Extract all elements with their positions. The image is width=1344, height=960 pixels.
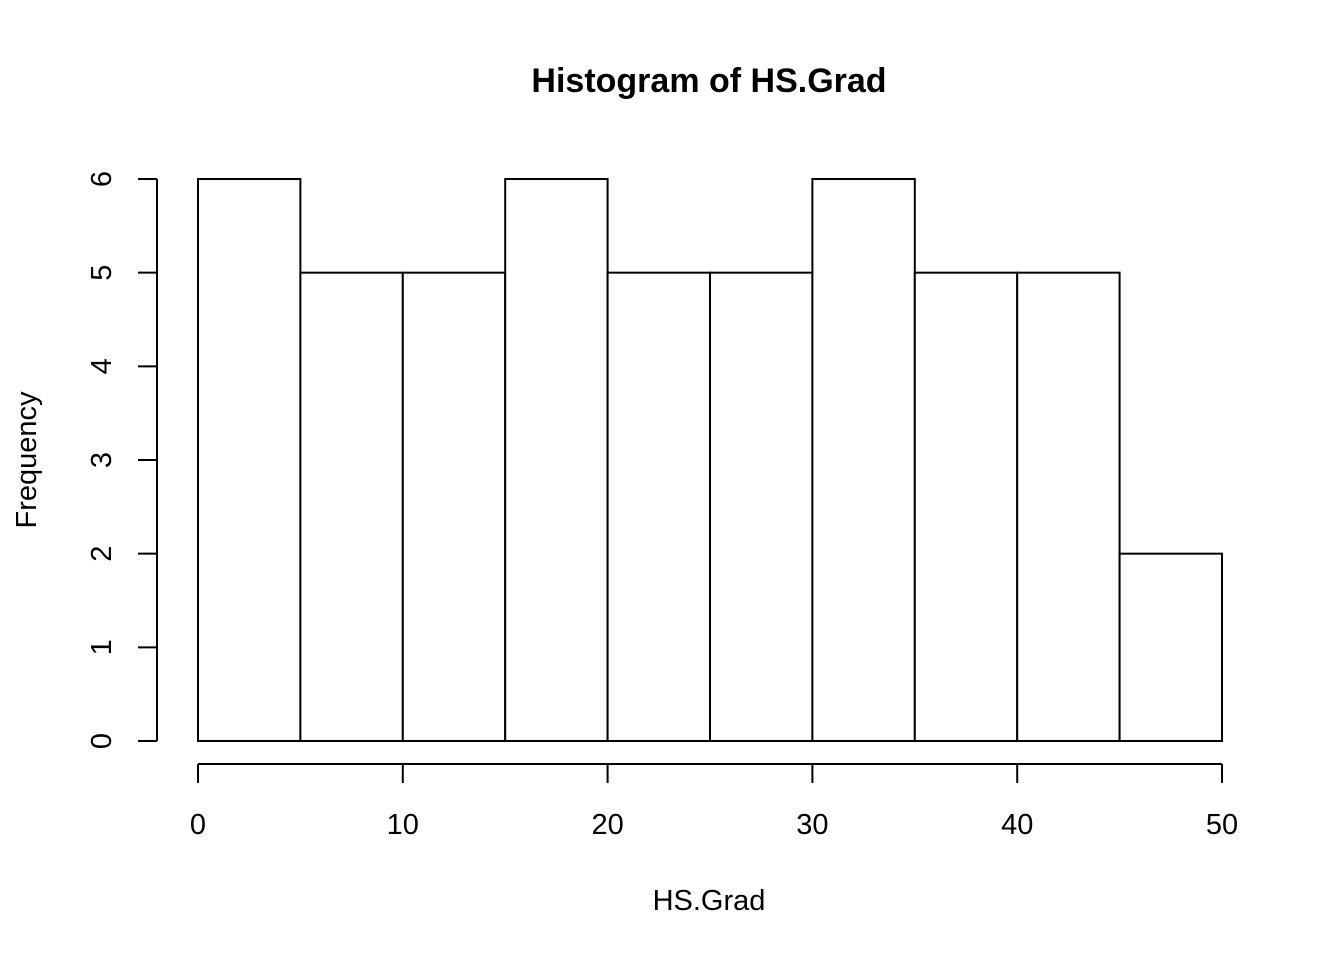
histogram-bar [606, 271, 711, 742]
y-axis-label: Frequency [11, 391, 43, 529]
histogram-bar [913, 271, 1019, 742]
chart-title: Histogram of HS.Grad [531, 62, 886, 100]
y-axis: 0 1 2 3 4 5 6 [86, 171, 158, 749]
y-tick-label: 4 [86, 358, 118, 374]
histogram-bar [1016, 271, 1121, 742]
histogram-bar [504, 178, 609, 742]
x-tick-label: 40 [1001, 809, 1033, 841]
y-tick-label: 0 [86, 733, 118, 749]
y-tick-label: 3 [86, 452, 118, 468]
y-tick-label: 5 [86, 265, 118, 281]
x-axis: 0 10 20 30 40 50 [190, 763, 1238, 841]
histogram-bar [709, 271, 814, 742]
x-axis-label: HS.Grad [653, 885, 766, 917]
histogram-bar [811, 178, 916, 742]
y-tick-label: 2 [86, 546, 118, 562]
y-tick-label: 6 [86, 171, 118, 187]
x-tick-label: 30 [796, 809, 828, 841]
histogram-bar [401, 271, 507, 742]
histogram-bar [1118, 552, 1223, 743]
bars-group [197, 178, 1223, 743]
x-tick-label: 50 [1206, 809, 1238, 841]
y-tick-label: 1 [86, 639, 118, 655]
x-tick-label: 10 [387, 809, 419, 841]
histogram-bar [197, 178, 302, 742]
x-tick-label: 0 [190, 809, 206, 841]
x-tick-label: 20 [591, 809, 623, 841]
histogram-bar [299, 271, 404, 742]
